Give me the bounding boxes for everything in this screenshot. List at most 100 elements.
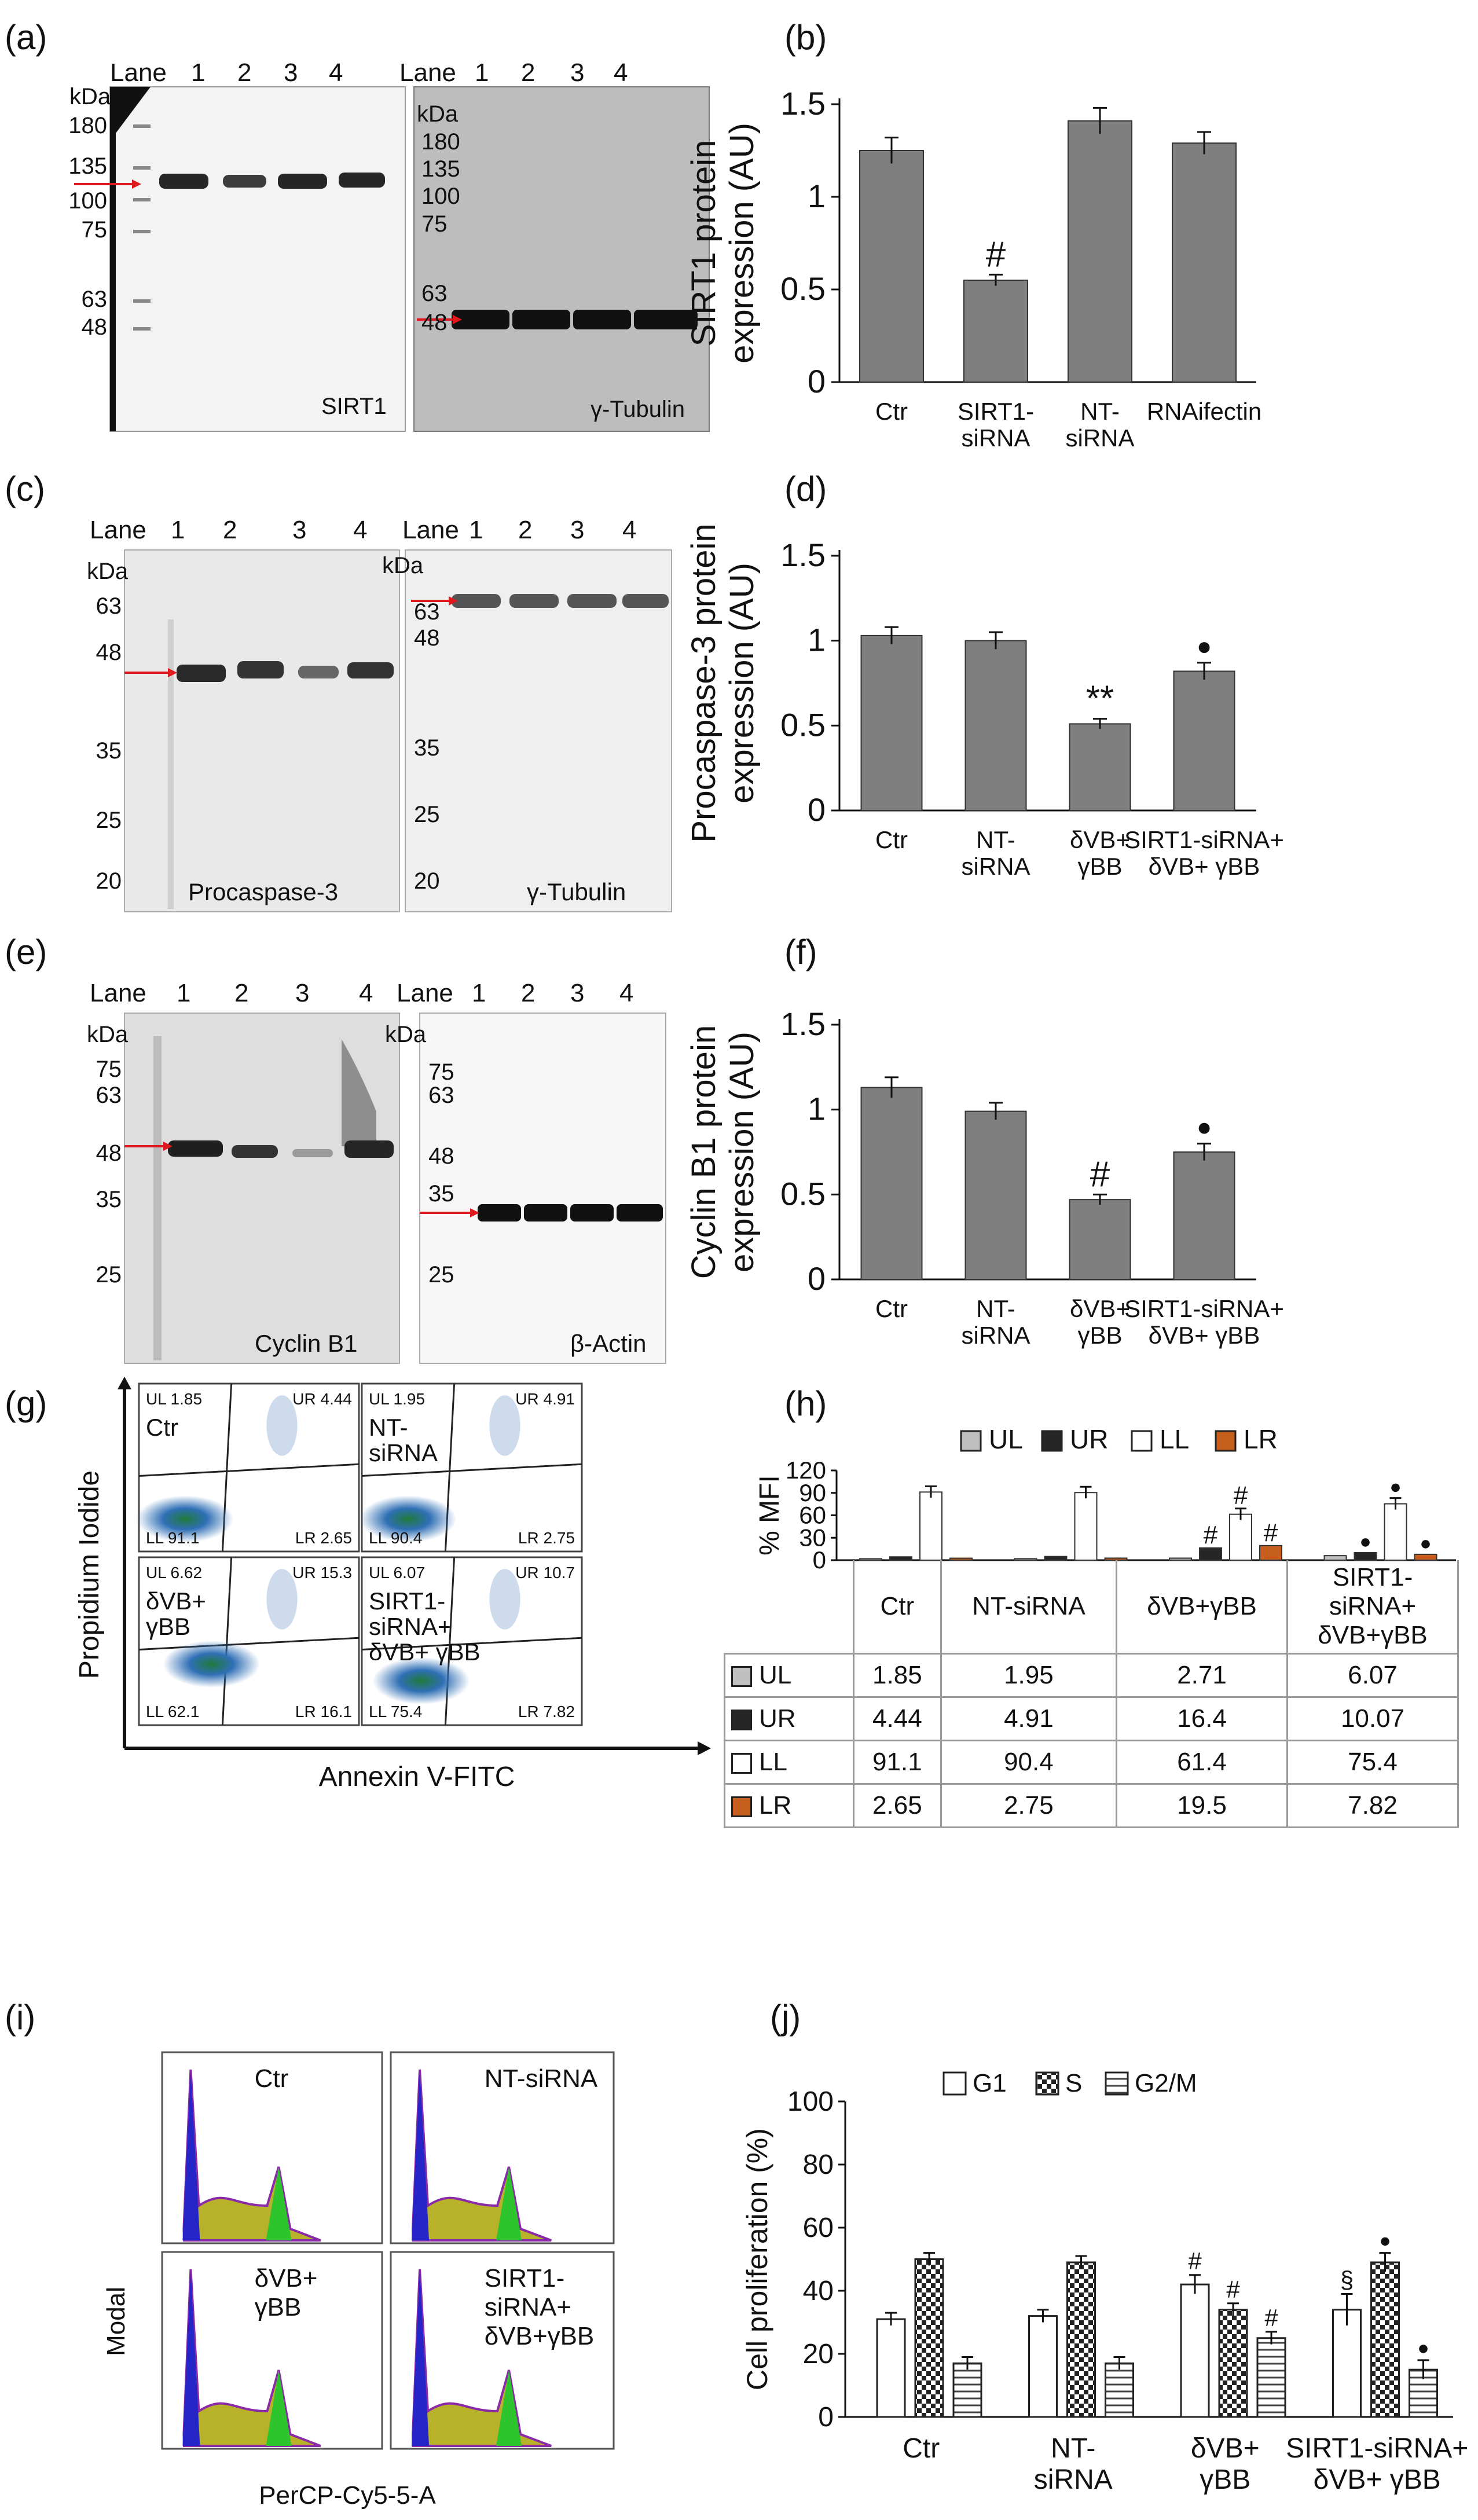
kda-marker: 35 [414, 735, 440, 761]
lane-number: 2 [518, 516, 532, 544]
y-axis-label: Procaspase-3 proteinexpression (AU) [685, 523, 761, 842]
y-tick-label: 90 [799, 1479, 826, 1506]
lane-number: 3 [295, 979, 309, 1007]
bar [1414, 1553, 1437, 1561]
flow-plot: UL 6.62 UR 15.3 LL 62.1 LR 16.1 δVB+ γBB [138, 1556, 360, 1726]
lane-number: 1 [475, 58, 489, 87]
tubulin-bands [452, 310, 698, 329]
sample-label: Ctr [146, 1414, 178, 1441]
blot-gamma-tubulin [405, 549, 672, 912]
kda-marker: 75 [96, 1057, 122, 1082]
significance-mark: # [1264, 1518, 1278, 1547]
kda-marker: 20 [414, 868, 440, 894]
kda-marker: 35 [96, 1187, 122, 1212]
kda-marker: 25 [96, 808, 122, 833]
band-lane-2 [223, 175, 266, 188]
lane-number: 1 [469, 516, 483, 544]
panel-label-d: (d) [784, 469, 827, 508]
y-tick-label: 1 [808, 1091, 826, 1127]
table-corner [724, 1560, 854, 1655]
lane-number: 4 [619, 979, 633, 1007]
bar [1173, 670, 1235, 812]
significance-mark: # [986, 234, 1006, 274]
kda-marker: 63 [428, 1083, 454, 1108]
lane-number: 1 [472, 979, 486, 1007]
cell-population [373, 1657, 470, 1705]
protein-label: β-Actin [570, 1330, 647, 1357]
kda-marker: 75 [82, 217, 108, 243]
y-axis-label: Propidium Iodide [74, 1470, 105, 1679]
table-cell: 2.71 [1116, 1653, 1288, 1698]
cell-population [489, 1569, 520, 1630]
kda-marker: 75 [421, 211, 448, 237]
row-label-text: LR [759, 1791, 792, 1820]
bar [1028, 2315, 1058, 2418]
table-header-cell: NT-siRNA [940, 1560, 1118, 1655]
histogram-plot: δVB+ γBB [161, 2251, 383, 2450]
y-tick-label: 60 [803, 2213, 834, 2243]
significance-mark: ● [1389, 1476, 1402, 1498]
legend-label: G2/M [1135, 2069, 1197, 2097]
table-cell: 16.4 [1116, 1696, 1288, 1741]
y-tick-label: 0 [808, 1260, 826, 1297]
legend-swatch [960, 1430, 982, 1452]
bar [1259, 1545, 1282, 1561]
significance-mark: ● [1197, 1113, 1212, 1141]
table-cell: 1.85 [853, 1653, 942, 1698]
lane-number: 3 [284, 58, 298, 87]
cell-population [489, 1395, 520, 1456]
lane-number: 2 [237, 58, 251, 87]
panel-e-western-blot: (e) Lane kDa 1 2 3 4 75 63 48 35 25 Cycl… [5, 933, 666, 1364]
g2m-peak [266, 2167, 292, 2240]
cell-population [360, 1495, 457, 1543]
quadrant-ll: LL 91.1 [146, 1529, 199, 1547]
quadrant-lr: LR 16.1 [295, 1703, 352, 1721]
significance-mark: ● [1417, 2337, 1429, 2359]
legend-label: S [1065, 2069, 1082, 2097]
y-tick-label: 0 [818, 2402, 834, 2433]
y-tick-label: 1.5 [780, 537, 826, 573]
lane-number: 2 [521, 979, 535, 1007]
kda-label: kDa [382, 553, 424, 578]
bar [952, 2362, 982, 2418]
lane-label: Lane [399, 58, 456, 87]
table-cell: 7.82 [1286, 1783, 1459, 1828]
lane-number: 4 [614, 58, 628, 87]
kda-marker: 48 [96, 1140, 122, 1166]
significance-mark: # [1264, 2304, 1278, 2331]
table-header-cell: Ctr [853, 1560, 942, 1655]
bar [889, 1556, 912, 1561]
bar [1066, 2261, 1096, 2418]
kda-marker: 100 [421, 184, 460, 209]
g2m-peak [266, 2370, 292, 2446]
x-tick-label: RNAifectin [1147, 398, 1261, 425]
g2m-peak [496, 2370, 522, 2446]
flow-plot: UL 1.95 UR 4.91 LL 90.4 LR 2.75 NT-siRNA [360, 1382, 583, 1553]
significance-mark: ● [1197, 632, 1212, 661]
x-tick-label: Ctr [875, 1295, 908, 1322]
panel-label-g: (g) [5, 1384, 47, 1423]
lane-number: 1 [171, 516, 185, 544]
lane-label: Lane [397, 979, 453, 1007]
legend-label: LR [1244, 1424, 1278, 1454]
x-tick-label: NT-siRNA [1065, 398, 1134, 452]
x-axis-label: Annexin V-FITC [319, 1762, 515, 1792]
bar [964, 1110, 1027, 1280]
y-tick-label: 40 [803, 2276, 834, 2306]
quadrant-lr: LR 2.65 [295, 1529, 352, 1547]
protein-label: γ-Tubulin [591, 397, 685, 422]
blot-beta-actin [419, 1013, 666, 1364]
significance-mark: # [1188, 2247, 1202, 2275]
quadrant-line [361, 1463, 582, 1477]
g2m-peak [496, 2167, 522, 2240]
kda-marker: 20 [96, 868, 122, 894]
row-label-text: LL [759, 1748, 787, 1776]
x-tick-label: Ctr [875, 826, 908, 853]
flow-plot: UL 6.07 UR 10.7 LL 75.4 LR 7.82 SIRT1-siRNA+… [361, 1556, 583, 1726]
x-tick-label: NT-siRNA [1034, 2433, 1113, 2495]
lane-number: 3 [292, 516, 306, 544]
table-row: LR 2.65 2.75 19.5 7.82 [724, 1783, 1459, 1828]
y-tick-label: 60 [799, 1502, 826, 1529]
quadrant-lr: LR 2.75 [518, 1529, 575, 1547]
bar [914, 2258, 944, 2418]
